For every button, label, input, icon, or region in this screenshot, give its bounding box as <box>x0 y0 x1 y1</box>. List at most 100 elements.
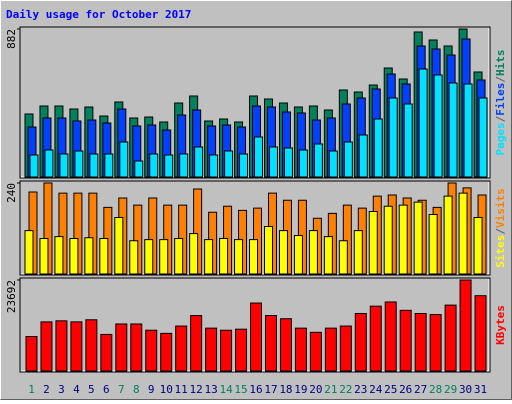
legend-entry: Files <box>494 83 507 116</box>
bar <box>249 239 259 275</box>
bar <box>164 154 174 178</box>
bar <box>398 204 408 275</box>
bar <box>235 328 248 372</box>
x-tick-label: 14 <box>219 383 233 396</box>
bar <box>354 312 367 372</box>
x-tick-label: 17 <box>264 383 277 396</box>
legend-entry: Pages <box>494 122 507 155</box>
bar <box>204 239 214 275</box>
x-tick-label: 12 <box>190 383 203 396</box>
bar <box>234 239 244 275</box>
bar <box>40 321 53 372</box>
x-tick-label: 28 <box>429 383 442 396</box>
bar <box>313 143 323 178</box>
bar <box>175 325 188 372</box>
bar <box>55 320 68 372</box>
bar <box>343 141 353 178</box>
bar <box>278 230 288 275</box>
legend-separator: / <box>494 76 507 83</box>
legend-entry: Visits <box>494 188 507 228</box>
legend: Sites/Visits <box>494 188 507 268</box>
x-tick-label: 5 <box>88 383 95 396</box>
bar <box>309 331 322 372</box>
x-tick-label: 23 <box>354 383 367 396</box>
bar <box>459 279 472 372</box>
bar <box>74 150 84 178</box>
bar <box>29 154 39 178</box>
x-tick-label: 29 <box>444 383 457 396</box>
x-tick-label: 31 <box>474 383 487 396</box>
x-tick-label: 4 <box>73 383 80 396</box>
bar <box>70 321 83 372</box>
bar <box>220 329 233 372</box>
bar <box>413 201 423 275</box>
chart-title: Daily usage for October 2017 <box>6 8 191 21</box>
x-tick-label: 26 <box>399 383 412 396</box>
y-tick-label: 240 <box>5 183 18 203</box>
bar <box>174 238 184 275</box>
x-tick-label: 7 <box>118 383 125 396</box>
bar <box>84 237 94 275</box>
bar <box>474 295 487 372</box>
legend-entry: Hits <box>494 50 507 77</box>
legend: Pages/Files/Hits <box>494 50 507 156</box>
bar <box>373 118 383 178</box>
bar <box>189 233 199 275</box>
x-tick-label: 9 <box>148 383 155 396</box>
bar <box>323 236 333 275</box>
legend: KBytes <box>494 305 507 345</box>
bar <box>119 141 129 178</box>
x-tick-label: 13 <box>204 383 217 396</box>
x-tick-label: 11 <box>175 383 188 396</box>
bar <box>114 217 124 275</box>
legend-entry: Sites <box>494 235 507 268</box>
bar <box>129 240 139 275</box>
legend-entry: KBytes <box>494 305 507 345</box>
bar <box>353 230 363 275</box>
bar <box>145 329 158 372</box>
bar <box>473 217 483 275</box>
bar <box>160 332 173 372</box>
bar <box>478 97 488 178</box>
bar <box>403 103 413 178</box>
bar <box>130 323 143 372</box>
bar <box>59 153 69 178</box>
bar <box>324 327 337 372</box>
bar <box>429 314 442 372</box>
bar <box>194 146 204 178</box>
bar <box>44 149 54 178</box>
bar <box>24 230 34 275</box>
x-tick-label: 3 <box>58 383 65 396</box>
bar <box>428 214 438 275</box>
bar <box>444 304 457 372</box>
y-tick-label: 23692 <box>5 280 18 313</box>
bar <box>254 136 264 178</box>
bar <box>308 230 318 275</box>
x-tick-label: 10 <box>160 383 173 396</box>
bar <box>369 305 382 372</box>
bar <box>115 323 128 372</box>
bar <box>338 240 348 275</box>
x-tick-label: 30 <box>459 383 472 396</box>
bar <box>458 192 468 275</box>
x-tick-label: 2 <box>43 383 50 396</box>
bar <box>144 239 154 275</box>
bar <box>190 315 203 372</box>
bar <box>328 150 338 178</box>
bar <box>298 149 308 178</box>
bar <box>463 83 473 178</box>
bar <box>279 318 292 372</box>
bar <box>418 68 428 178</box>
x-tick-label: 1 <box>28 383 35 396</box>
legend-separator: / <box>494 228 507 235</box>
x-tick-label: 15 <box>234 383 247 396</box>
x-tick-label: 21 <box>324 383 337 396</box>
bar <box>179 153 189 178</box>
bar <box>239 153 249 178</box>
bar <box>384 301 397 372</box>
legend-separator: / <box>494 115 507 122</box>
y-tick-label: 882 <box>5 29 18 49</box>
x-tick-label: 22 <box>339 383 352 396</box>
